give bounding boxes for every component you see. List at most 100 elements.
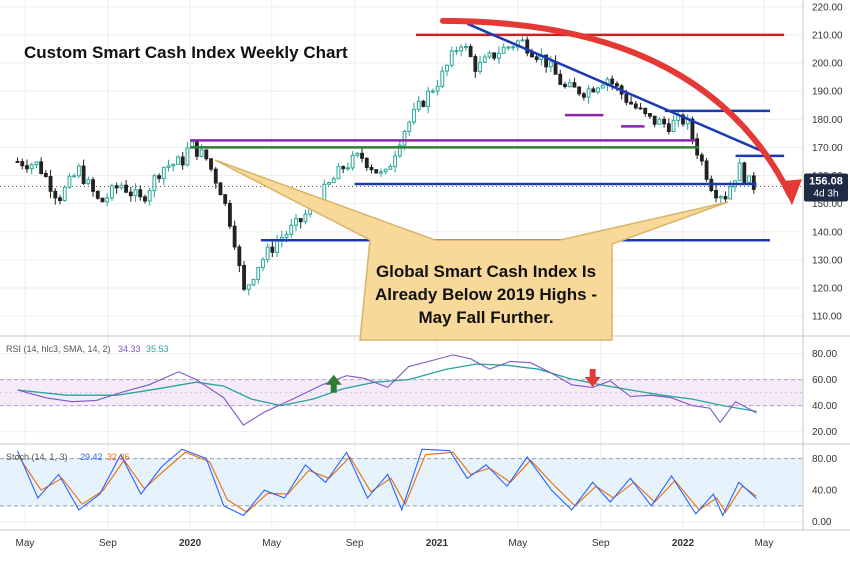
candle-body xyxy=(298,218,303,223)
candle-body xyxy=(341,166,346,170)
rsi-ma-line xyxy=(17,363,757,413)
candle-body xyxy=(657,118,662,125)
candle-body xyxy=(86,179,91,184)
last-price-value: 156.08 xyxy=(809,176,843,188)
candle-body xyxy=(76,165,81,177)
candle-body xyxy=(633,103,638,109)
candle-body xyxy=(737,162,742,182)
candle-body xyxy=(416,100,421,110)
candle-body xyxy=(364,157,369,168)
y-tick-label: 110.00 xyxy=(812,312,842,323)
y-tick-label: 130.00 xyxy=(812,255,843,266)
candle-body xyxy=(379,171,383,174)
candle-body xyxy=(369,166,374,171)
candle-body xyxy=(138,189,143,198)
y-tick-label: 150.00 xyxy=(812,199,843,210)
candle-body xyxy=(463,46,468,49)
candle-body xyxy=(232,225,237,248)
rsi-y-tick-label: 80.00 xyxy=(812,349,837,360)
stoch-legend-label: Stoch (14, 1, 3) xyxy=(6,452,68,462)
rsi-y-tick-label: 20.00 xyxy=(812,427,837,438)
candle-body xyxy=(161,166,166,179)
rsi-line xyxy=(17,354,757,426)
candle-body xyxy=(72,175,77,178)
candle-body xyxy=(643,107,648,115)
candle-body xyxy=(407,121,412,132)
candle-body xyxy=(681,114,685,125)
rsi-ma-legend-value: 35.53 xyxy=(146,344,169,354)
candle-body xyxy=(294,218,298,226)
candle-body xyxy=(110,185,114,199)
candle-body xyxy=(360,152,364,159)
countdown-label: 4d 3h xyxy=(813,189,838,200)
candle-body xyxy=(567,82,572,88)
candle-body xyxy=(492,52,497,59)
candle-body xyxy=(473,56,478,72)
candle-body xyxy=(81,165,86,184)
candle-body xyxy=(237,246,242,267)
candle-body xyxy=(157,175,162,179)
candle-body xyxy=(124,184,128,193)
candle-body xyxy=(600,84,605,89)
candle-body xyxy=(435,85,440,92)
candle-body xyxy=(284,233,289,239)
candle-body xyxy=(345,167,350,170)
x-tick-label: May xyxy=(262,538,281,549)
candle-body xyxy=(176,156,180,165)
candle-body xyxy=(671,119,676,132)
candle-body xyxy=(581,93,586,98)
candle-body xyxy=(728,186,733,200)
y-tick-label: 220.00 xyxy=(812,2,843,13)
candle-body xyxy=(629,101,633,105)
candle-body xyxy=(15,160,20,163)
candle-body xyxy=(383,168,388,173)
candle-body xyxy=(440,70,445,87)
candle-body xyxy=(242,265,246,290)
candle-body xyxy=(270,246,275,253)
x-tick-label: May xyxy=(508,538,527,549)
candle-body xyxy=(213,168,218,184)
y-tick-label: 200.00 xyxy=(812,59,843,70)
candle-body xyxy=(152,175,157,192)
candle-body xyxy=(128,191,133,197)
candle-body xyxy=(100,197,105,203)
candle-body xyxy=(143,196,147,202)
x-tick-label: Sep xyxy=(592,538,610,549)
candle-body xyxy=(327,182,331,185)
price-tag-box xyxy=(804,173,848,202)
candle-body xyxy=(58,197,62,202)
candle-body xyxy=(105,197,110,203)
candle-body xyxy=(525,39,530,54)
candle-body xyxy=(544,54,549,68)
candle-body xyxy=(572,82,577,88)
candle-body xyxy=(530,52,534,58)
candle-body xyxy=(261,259,265,268)
candle-body xyxy=(251,278,256,286)
callout: Global Smart Cash Index Is Already Below… xyxy=(214,159,729,341)
stoch-d-legend-value: 32.36 xyxy=(107,452,130,462)
stoch-k-legend-value: 29.42 xyxy=(80,452,103,462)
candle-body xyxy=(289,224,294,235)
candle-body xyxy=(614,83,619,87)
candle-body xyxy=(199,149,204,157)
candle-body xyxy=(445,64,449,72)
candle-body xyxy=(497,52,501,59)
candle-body xyxy=(704,160,709,180)
candle-body xyxy=(350,154,355,169)
candle-body xyxy=(20,161,25,167)
candle-body xyxy=(95,190,100,199)
candle-body xyxy=(166,165,171,168)
stoch-y-tick-label: 0.00 xyxy=(812,517,832,528)
candle-body xyxy=(421,100,426,107)
last-price-tag: 156.08 4d 3h xyxy=(804,173,848,202)
candle-body xyxy=(723,196,728,200)
candle-body xyxy=(506,46,511,49)
candle-body xyxy=(171,163,176,167)
candle-body xyxy=(246,284,251,290)
candle-body xyxy=(638,107,643,110)
x-tick-label: Sep xyxy=(99,538,117,549)
candle-body xyxy=(209,158,213,170)
candle-body xyxy=(67,175,72,188)
candle-body xyxy=(114,185,119,189)
candle-body xyxy=(648,113,652,117)
